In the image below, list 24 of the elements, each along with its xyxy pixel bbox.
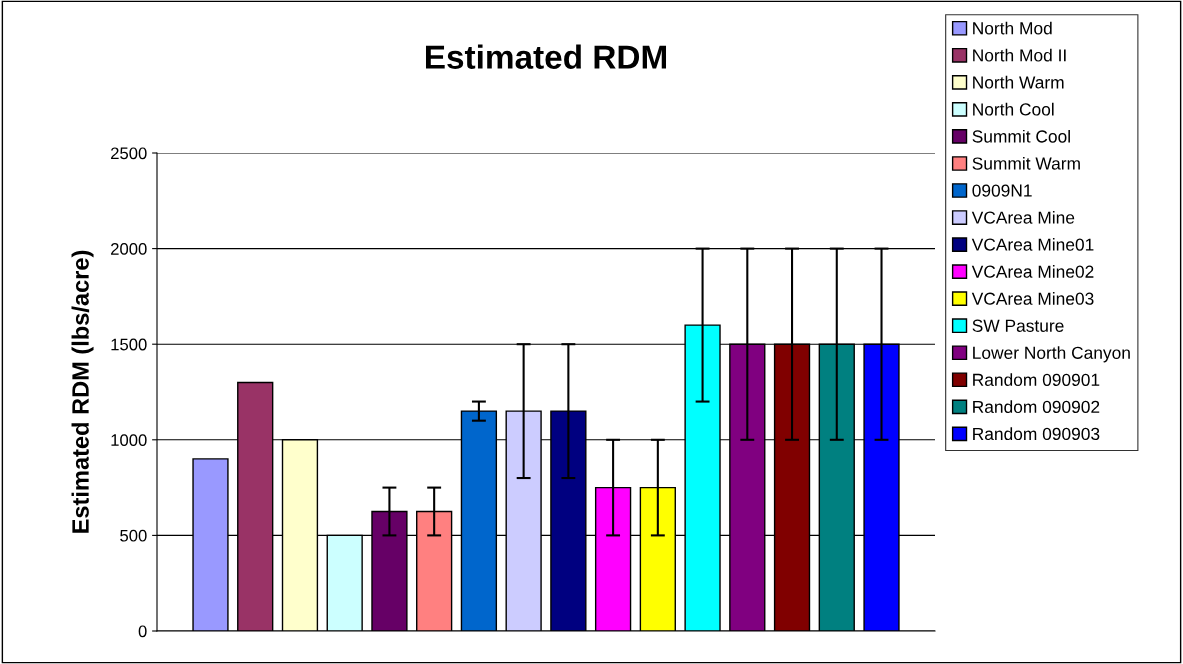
chart-title: Estimated RDM	[425, 44, 667, 69]
legend-label: North Warm	[973, 75, 1064, 89]
legend-label: Lower North Canyon	[973, 346, 1130, 363]
legend-label: Random 090903	[973, 427, 1100, 441]
y-tick-label: 500	[120, 529, 147, 542]
legend-label: North Mod II	[973, 48, 1066, 62]
y-tick-label: 0	[138, 625, 147, 638]
legend-label: SW Pasture	[972, 319, 1064, 332]
legend-label: Summit Cool	[972, 129, 1070, 143]
y-tick-label: 1000	[111, 434, 147, 446]
y-tick-label: 2000	[111, 243, 147, 255]
legend-label: VCArea Mine01	[971, 238, 1094, 251]
legend-label: North Mod	[973, 21, 1052, 35]
legend-label: Random 090901	[973, 373, 1100, 386]
legend-label: VCArea Mine02	[971, 265, 1094, 278]
legend-label: 0909N1	[972, 184, 1032, 197]
legend-label: Random 090902	[973, 400, 1100, 414]
legend-label: Summit Warm	[972, 156, 1080, 170]
y-tick-label: 2500	[111, 147, 147, 160]
y-tick-label: 1500	[111, 338, 147, 351]
legend-label: VCArea Mine03	[971, 292, 1094, 305]
legend-label: North Cool	[973, 102, 1054, 116]
legend-label: VCArea Mine	[971, 211, 1075, 224]
y-axis-title: Estimated RDM (lbs/acre)	[71, 250, 94, 533]
